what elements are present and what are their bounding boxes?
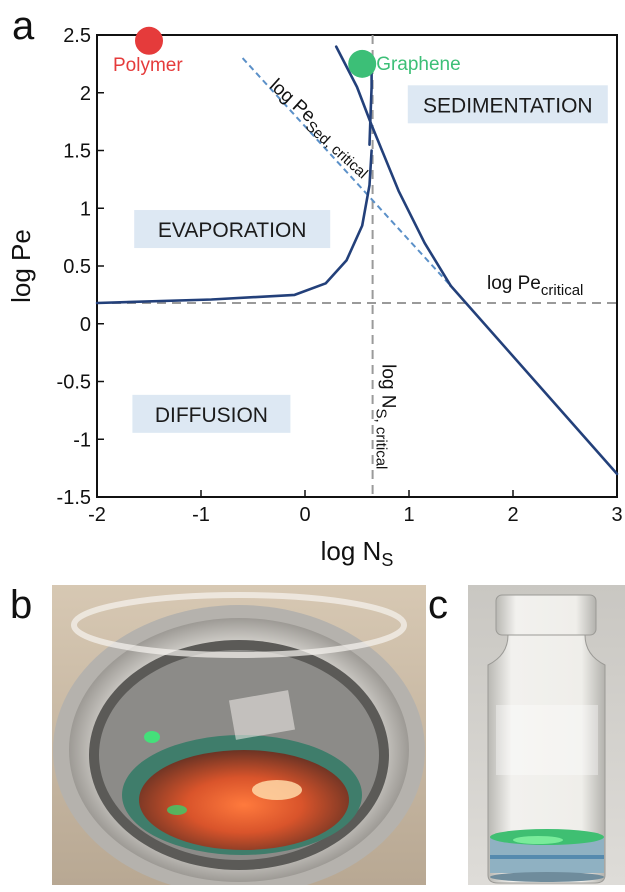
y-tick-label: 2.5	[63, 25, 91, 47]
data-point-graphene	[348, 49, 377, 78]
x-tick-label: 1	[403, 504, 414, 526]
panel-label-c: c	[428, 583, 448, 627]
phase-diagram-chart: -2 -1 0 1 2 3 -1.5 -1 -0.5 0 0.5 1 1.5 2 2.5 log NS log …	[6, 25, 623, 570]
region-label: DIFFUSION	[155, 404, 268, 427]
pe-sed-critical-line	[241, 57, 452, 287]
x-tick-label: -2	[88, 504, 106, 526]
ns-critical-annotation: log NS, critical	[373, 364, 399, 469]
phase-boundary-line	[334, 45, 452, 287]
phase-boundary-line	[95, 149, 373, 305]
y-tick-label: 1.5	[63, 141, 91, 163]
y-tick-label: 1	[80, 198, 91, 220]
y-tick-label: -0.5	[57, 372, 91, 394]
data-point-polymer	[135, 26, 163, 55]
region-box	[134, 210, 331, 249]
points-layer: Polymer Graphene	[113, 26, 461, 78]
y-tick-label: -1.5	[57, 487, 91, 509]
axes-layer: -2 -1 0 1 2 3 -1.5 -1 -0.5 0 0.5 1 1.5 2 2.5 log NS log …	[6, 25, 623, 570]
x-tick-label: -1	[192, 504, 210, 526]
lines-layer	[95, 35, 619, 497]
data-point-label: Polymer	[113, 55, 183, 76]
panel-label-a: a	[12, 4, 35, 48]
photo-b-vial-top-view	[52, 585, 426, 885]
x-tick-label: 3	[611, 504, 622, 526]
region-box	[132, 394, 291, 433]
regions-layer: SEDIMENTATION EVAPORATION DIFFUSION	[132, 85, 608, 433]
x-tick-label: 0	[299, 504, 310, 526]
y-tick-label: -1	[73, 429, 91, 451]
region-box	[407, 85, 608, 124]
x-tick-label: 2	[507, 504, 518, 526]
data-point-label: Graphene	[376, 54, 461, 75]
panel-label-b: b	[10, 583, 33, 627]
y-tick-label: 0.5	[63, 256, 91, 278]
region-label: EVAPORATION	[158, 219, 307, 242]
x-axis-label: log NS	[321, 536, 394, 570]
photo-c-vial-side-view	[468, 585, 625, 885]
y-tick-label: 0	[80, 314, 91, 336]
pe-critical-annotation: log Pecritical	[487, 273, 583, 299]
y-tick-label: 2	[80, 83, 91, 105]
y-axis-label: log Pe	[6, 229, 36, 303]
region-label: SEDIMENTATION	[423, 94, 593, 117]
phase-boundary-line	[449, 284, 619, 476]
phase-boundary-line	[368, 62, 373, 146]
